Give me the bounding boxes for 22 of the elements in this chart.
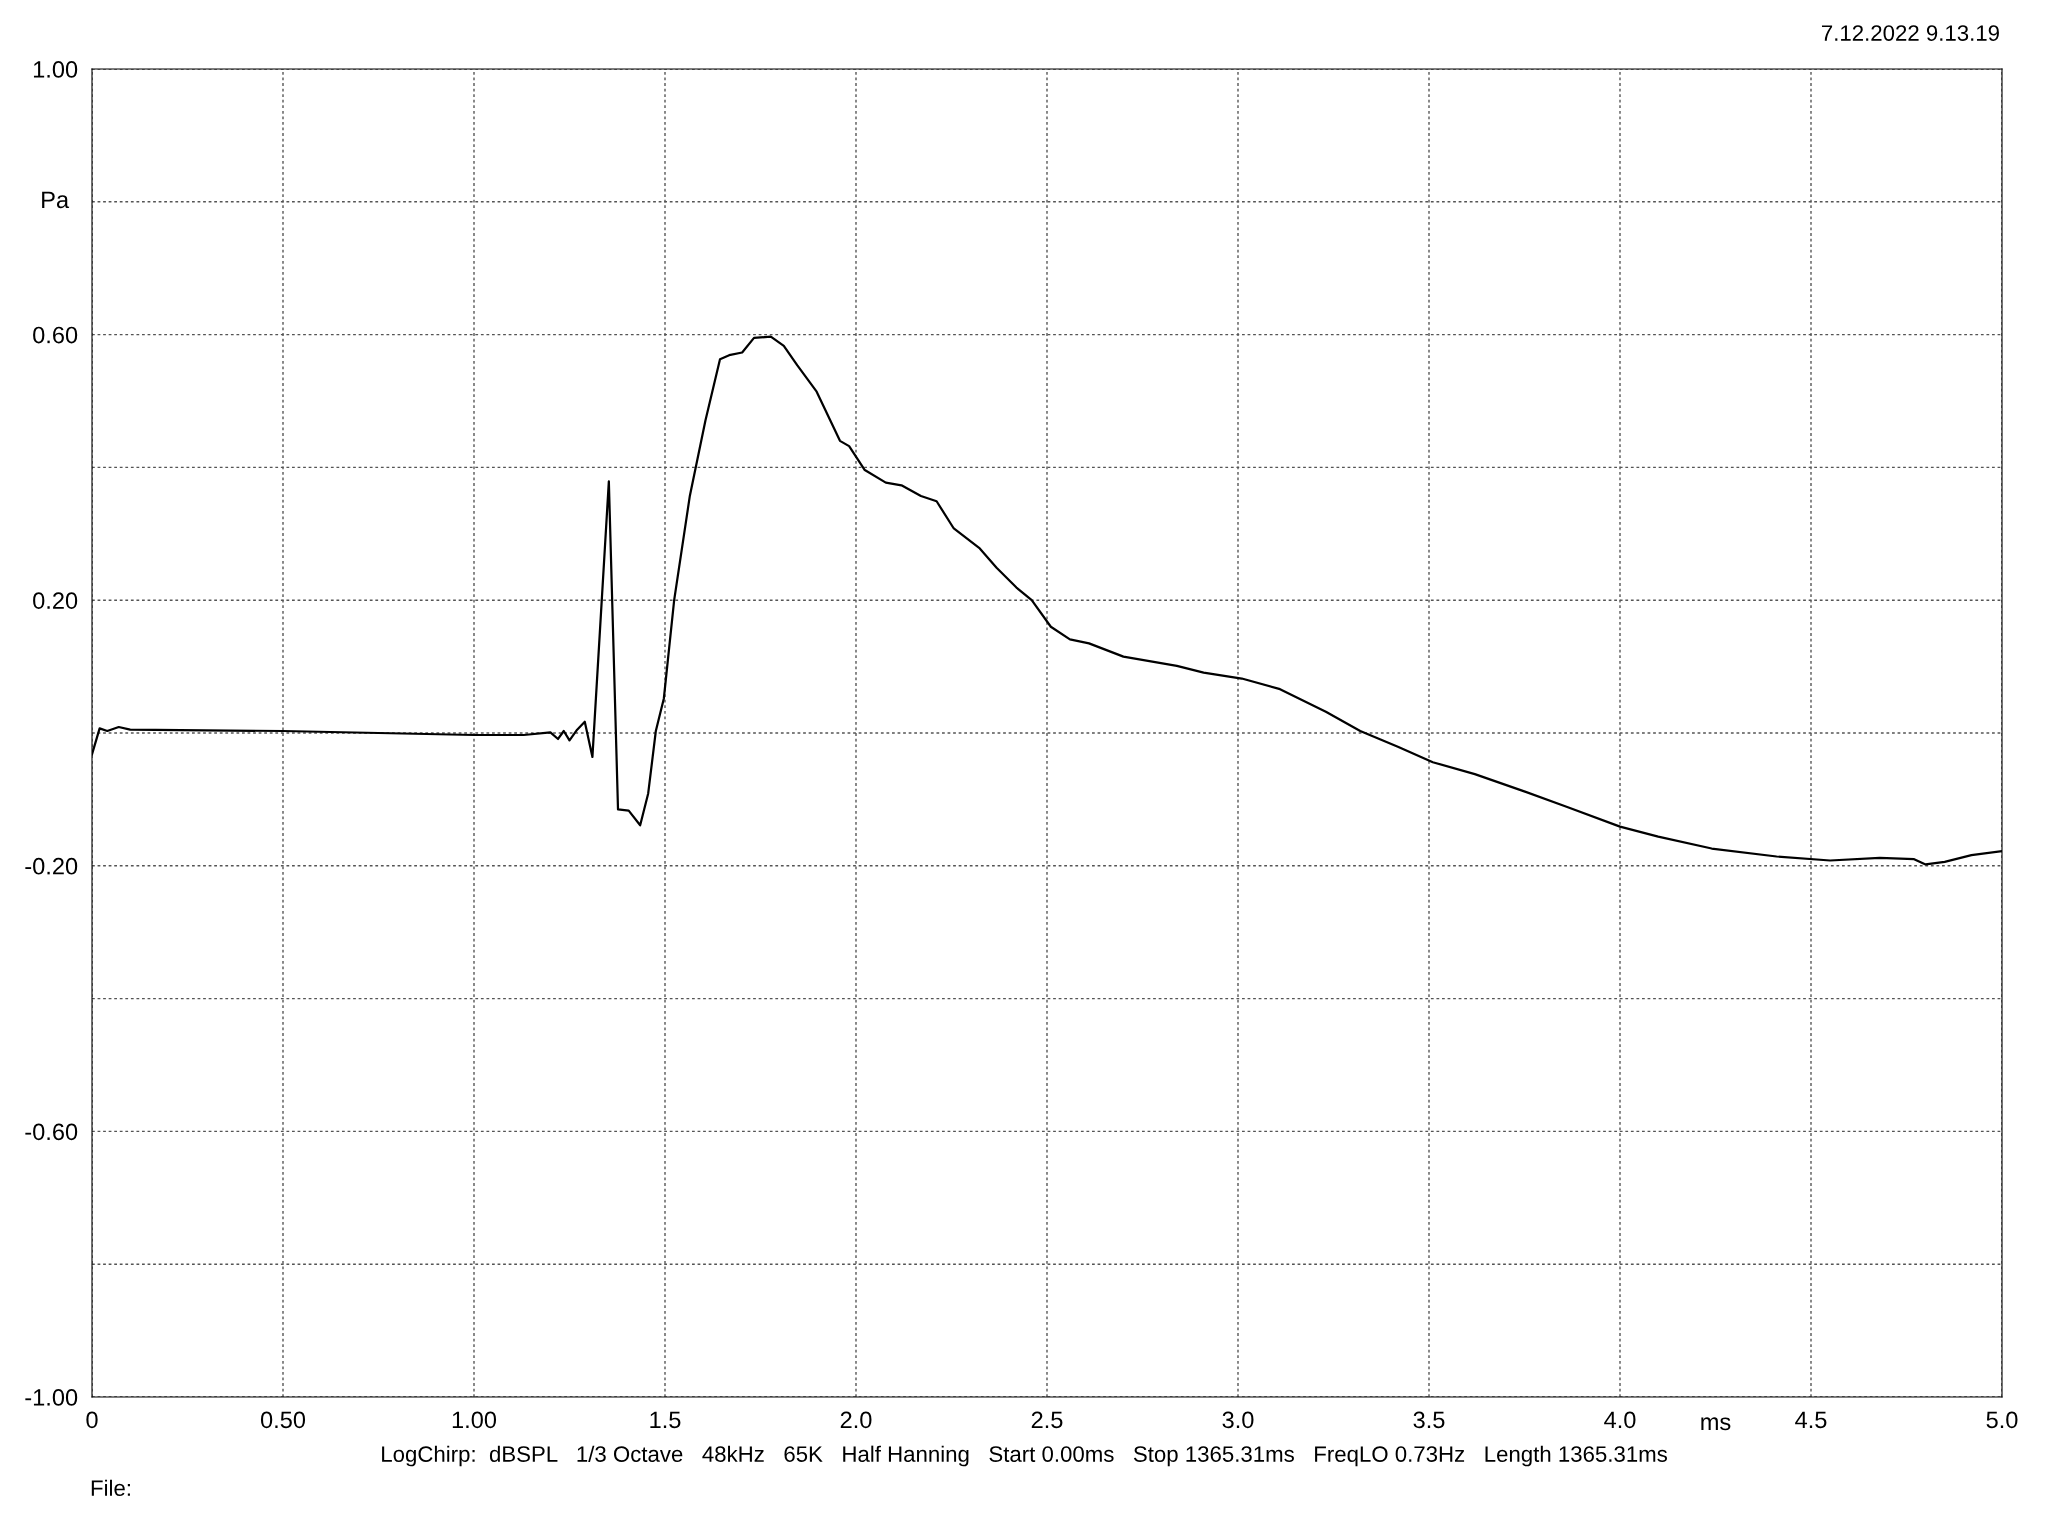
y-tick-label: 1.00 <box>33 61 78 78</box>
x-tick-label: 2.5 <box>1031 1411 1063 1429</box>
x-tick-label: 2.0 <box>840 1411 872 1429</box>
y-tick-label: 0.20 <box>33 592 78 609</box>
x-tick-label: 3.0 <box>1222 1411 1254 1429</box>
x-tick-label: 0.50 <box>260 1411 306 1429</box>
x-tick-label: 3.5 <box>1413 1411 1445 1429</box>
y-tick-label: 0.60 <box>33 326 78 344</box>
x-tick-label: 1.5 <box>650 1411 681 1429</box>
text: LogChirp: dBSPL 1/3 Octave 48kHz 65K Half Hanning Start 0.00ms Stop 1365.31ms FreqLO 0.73Hz Length 1365.31ms <box>382 1445 1667 1467</box>
y-tick-label: -0.60 <box>25 1123 78 1141</box>
text: 7.12.2022 9.13.19 <box>1821 25 1999 41</box>
x-tick-label: 4.5 <box>1795 1411 1827 1429</box>
y-tick-label: -0.20 <box>25 857 78 875</box>
x-tick-label: 1.00 <box>452 1411 497 1429</box>
x-axis-title: ms <box>1701 1417 1731 1431</box>
y-axis-title: Pa <box>42 191 70 209</box>
x-tick-label: 5.0 <box>1986 1411 2018 1429</box>
y-tick-label: -1.00 <box>25 1389 78 1406</box>
x-tick-label: 4.0 <box>1604 1411 1636 1429</box>
text: File: <box>91 1479 130 1496</box>
x-tick-label: 0 <box>86 1411 98 1429</box>
